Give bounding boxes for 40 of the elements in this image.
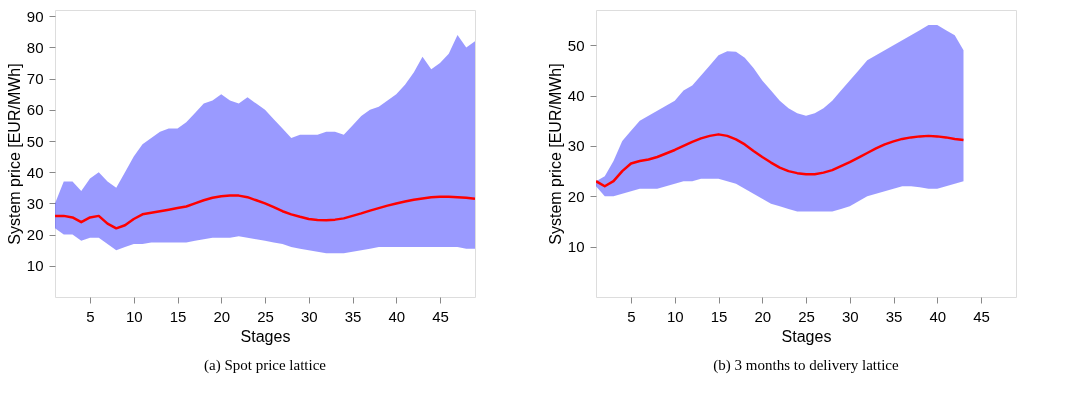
x-tick-label: 25 bbox=[257, 307, 274, 325]
y-tick-label: 90 bbox=[26, 7, 44, 25]
y-tick-label: 10 bbox=[26, 257, 44, 275]
x-tick-label: 15 bbox=[169, 307, 187, 325]
y-axis-title: System price [EUR/MWh] bbox=[5, 63, 23, 245]
y-tick-label: 30 bbox=[26, 194, 44, 212]
y-tick-label: 40 bbox=[26, 163, 44, 181]
x-tick-label: 5 bbox=[627, 307, 636, 325]
x-axis-title: Stages bbox=[781, 327, 832, 345]
x-tick-label: 25 bbox=[798, 307, 815, 325]
x-tick-label: 20 bbox=[754, 307, 772, 325]
y-tick-label: 80 bbox=[26, 38, 44, 56]
x-tick-label: 40 bbox=[929, 307, 947, 325]
y-tick-label: 20 bbox=[567, 187, 585, 205]
x-tick-label: 15 bbox=[710, 307, 728, 325]
x-tick-label: 45 bbox=[432, 307, 449, 325]
x-tick-label: 35 bbox=[344, 307, 362, 325]
y-tick-label: 50 bbox=[26, 132, 44, 150]
y-tick-label: 60 bbox=[26, 101, 44, 119]
x-tick-label: 30 bbox=[841, 307, 859, 325]
x-tick-label: 45 bbox=[973, 307, 990, 325]
x-tick-label: 40 bbox=[388, 307, 406, 325]
x-tick-label: 30 bbox=[300, 307, 318, 325]
y-tick-label: 30 bbox=[567, 137, 585, 155]
y-tick-label: 40 bbox=[567, 87, 585, 105]
x-tick-label: 10 bbox=[125, 307, 143, 325]
y-tick-label: 50 bbox=[567, 36, 585, 54]
line-series bbox=[55, 194, 475, 230]
text: (a) Spot price lattice bbox=[203, 357, 327, 374]
y-tick-label: 20 bbox=[26, 226, 44, 244]
x-tick-label: 5 bbox=[86, 307, 95, 325]
y-tick-label: 10 bbox=[567, 238, 585, 256]
x-axis-title: Stages bbox=[240, 327, 291, 345]
y-tick-label: 70 bbox=[26, 70, 44, 88]
x-tick-label: 10 bbox=[666, 307, 684, 325]
y-axis-title: System price [EUR/MWh] bbox=[546, 63, 564, 245]
line-series bbox=[596, 133, 965, 188]
x-tick-label: 20 bbox=[213, 307, 231, 325]
text: (b) 3 months to delivery lattice bbox=[713, 357, 900, 374]
x-tick-label: 35 bbox=[885, 307, 903, 325]
